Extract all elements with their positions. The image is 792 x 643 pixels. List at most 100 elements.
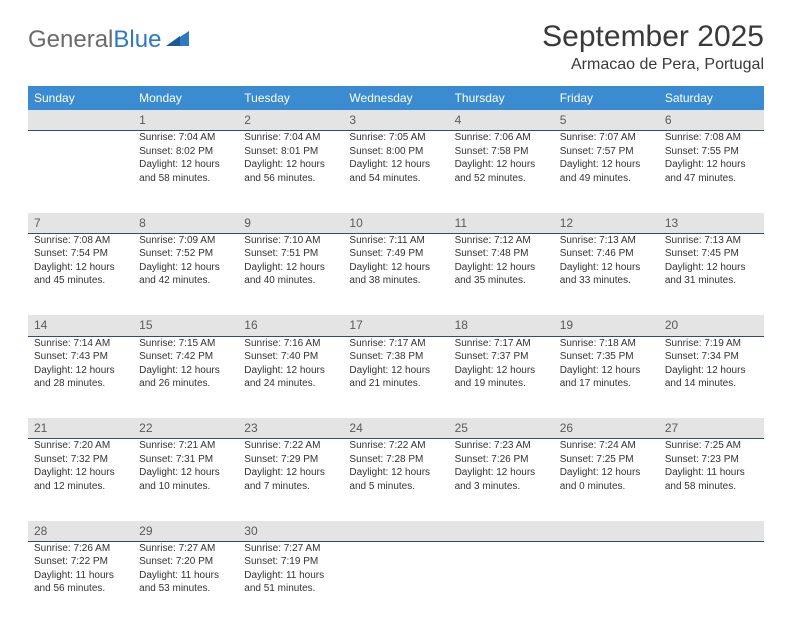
sunset-text: Sunset: 7:55 PM [665,145,758,159]
sunrise-text: Sunrise: 7:18 AM [560,337,653,351]
sunset-text: Sunset: 7:35 PM [560,350,653,364]
day-cell: Sunrise: 7:22 AMSunset: 7:28 PMDaylight:… [343,439,448,521]
weekday-header-row: Sunday Monday Tuesday Wednesday Thursday… [28,86,764,110]
sunset-text: Sunset: 7:31 PM [139,453,232,467]
day-number [343,521,448,542]
day-cell: Sunrise: 7:24 AMSunset: 7:25 PMDaylight:… [554,439,659,521]
header: GeneralBlue September 2025 Armacao de Pe… [28,20,764,74]
day-cell: Sunrise: 7:09 AMSunset: 7:52 PMDaylight:… [133,233,238,315]
day1-text: Daylight: 12 hours [139,364,232,378]
day-cell: Sunrise: 7:27 AMSunset: 7:20 PMDaylight:… [133,541,238,623]
day1-text: Daylight: 12 hours [349,466,442,480]
sunset-text: Sunset: 7:58 PM [455,145,548,159]
sunrise-text: Sunrise: 7:21 AM [139,439,232,453]
day-cell: Sunrise: 7:17 AMSunset: 7:38 PMDaylight:… [343,336,448,418]
sunrise-text: Sunrise: 7:04 AM [244,131,337,145]
day1-text: Daylight: 12 hours [139,158,232,172]
day1-text: Daylight: 12 hours [455,261,548,275]
day-number: 23 [238,418,343,439]
sunset-text: Sunset: 7:43 PM [34,350,127,364]
weekday-header: Thursday [449,86,554,110]
day2-text: and 14 minutes. [665,377,758,391]
day1-text: Daylight: 12 hours [665,364,758,378]
day1-text: Daylight: 12 hours [139,261,232,275]
day2-text: and 53 minutes. [139,582,232,596]
day2-text: and 19 minutes. [455,377,548,391]
day2-text: and 12 minutes. [34,480,127,494]
day2-text: and 58 minutes. [139,172,232,186]
sunrise-text: Sunrise: 7:08 AM [665,131,758,145]
sunset-text: Sunset: 7:37 PM [455,350,548,364]
day-cell: Sunrise: 7:22 AMSunset: 7:29 PMDaylight:… [238,439,343,521]
day-number: 16 [238,315,343,336]
day-number: 6 [659,110,764,131]
sunrise-text: Sunrise: 7:23 AM [455,439,548,453]
week-row: Sunrise: 7:26 AMSunset: 7:22 PMDaylight:… [28,541,764,623]
day-number: 18 [449,315,554,336]
day1-text: Daylight: 12 hours [560,261,653,275]
day-number: 2 [238,110,343,131]
day2-text: and 47 minutes. [665,172,758,186]
day2-text: and 28 minutes. [34,377,127,391]
day2-text: and 7 minutes. [244,480,337,494]
day2-text: and 45 minutes. [34,274,127,288]
day-cell [28,131,133,213]
day2-text: and 5 minutes. [349,480,442,494]
weekday-header: Sunday [28,86,133,110]
sunset-text: Sunset: 7:29 PM [244,453,337,467]
day-number: 15 [133,315,238,336]
day-number [449,521,554,542]
day2-text: and 54 minutes. [349,172,442,186]
location: Armacao de Pera, Portugal [542,56,764,74]
weekday-header: Friday [554,86,659,110]
sunrise-text: Sunrise: 7:26 AM [34,542,127,556]
week-row: Sunrise: 7:04 AMSunset: 8:02 PMDaylight:… [28,131,764,213]
day-cell: Sunrise: 7:07 AMSunset: 7:57 PMDaylight:… [554,131,659,213]
day1-text: Daylight: 11 hours [34,569,127,583]
sunset-text: Sunset: 8:02 PM [139,145,232,159]
calendar-table: Sunday Monday Tuesday Wednesday Thursday… [28,86,764,623]
day1-text: Daylight: 11 hours [244,569,337,583]
sunrise-text: Sunrise: 7:07 AM [560,131,653,145]
day1-text: Daylight: 12 hours [455,364,548,378]
day-number: 22 [133,418,238,439]
sunrise-text: Sunrise: 7:09 AM [139,234,232,248]
sunset-text: Sunset: 8:00 PM [349,145,442,159]
sunrise-text: Sunrise: 7:15 AM [139,337,232,351]
day1-text: Daylight: 12 hours [665,158,758,172]
day-number: 11 [449,213,554,234]
day-cell: Sunrise: 7:06 AMSunset: 7:58 PMDaylight:… [449,131,554,213]
week-row: Sunrise: 7:20 AMSunset: 7:32 PMDaylight:… [28,439,764,521]
day-number: 19 [554,315,659,336]
sunrise-text: Sunrise: 7:20 AM [34,439,127,453]
day-cell [554,541,659,623]
sunset-text: Sunset: 7:20 PM [139,555,232,569]
day-number: 1 [133,110,238,131]
day1-text: Daylight: 12 hours [665,261,758,275]
day-cell: Sunrise: 7:11 AMSunset: 7:49 PMDaylight:… [343,233,448,315]
day1-text: Daylight: 12 hours [349,364,442,378]
day-cell: Sunrise: 7:10 AMSunset: 7:51 PMDaylight:… [238,233,343,315]
day2-text: and 31 minutes. [665,274,758,288]
sunset-text: Sunset: 7:38 PM [349,350,442,364]
day-number: 5 [554,110,659,131]
day1-text: Daylight: 12 hours [244,364,337,378]
logo-part2: Blue [113,26,161,53]
title-block: September 2025 Armacao de Pera, Portugal [542,20,764,74]
sunset-text: Sunset: 7:26 PM [455,453,548,467]
sunrise-text: Sunrise: 7:24 AM [560,439,653,453]
day-cell: Sunrise: 7:08 AMSunset: 7:54 PMDaylight:… [28,233,133,315]
day-cell: Sunrise: 7:05 AMSunset: 8:00 PMDaylight:… [343,131,448,213]
week-row: Sunrise: 7:14 AMSunset: 7:43 PMDaylight:… [28,336,764,418]
day-cell [449,541,554,623]
day-cell: Sunrise: 7:18 AMSunset: 7:35 PMDaylight:… [554,336,659,418]
sunrise-text: Sunrise: 7:10 AM [244,234,337,248]
day-number: 17 [343,315,448,336]
day-number: 8 [133,213,238,234]
sunrise-text: Sunrise: 7:04 AM [139,131,232,145]
day2-text: and 51 minutes. [244,582,337,596]
day-cell: Sunrise: 7:08 AMSunset: 7:55 PMDaylight:… [659,131,764,213]
day-number: 28 [28,521,133,542]
day2-text: and 17 minutes. [560,377,653,391]
day2-text: and 24 minutes. [244,377,337,391]
